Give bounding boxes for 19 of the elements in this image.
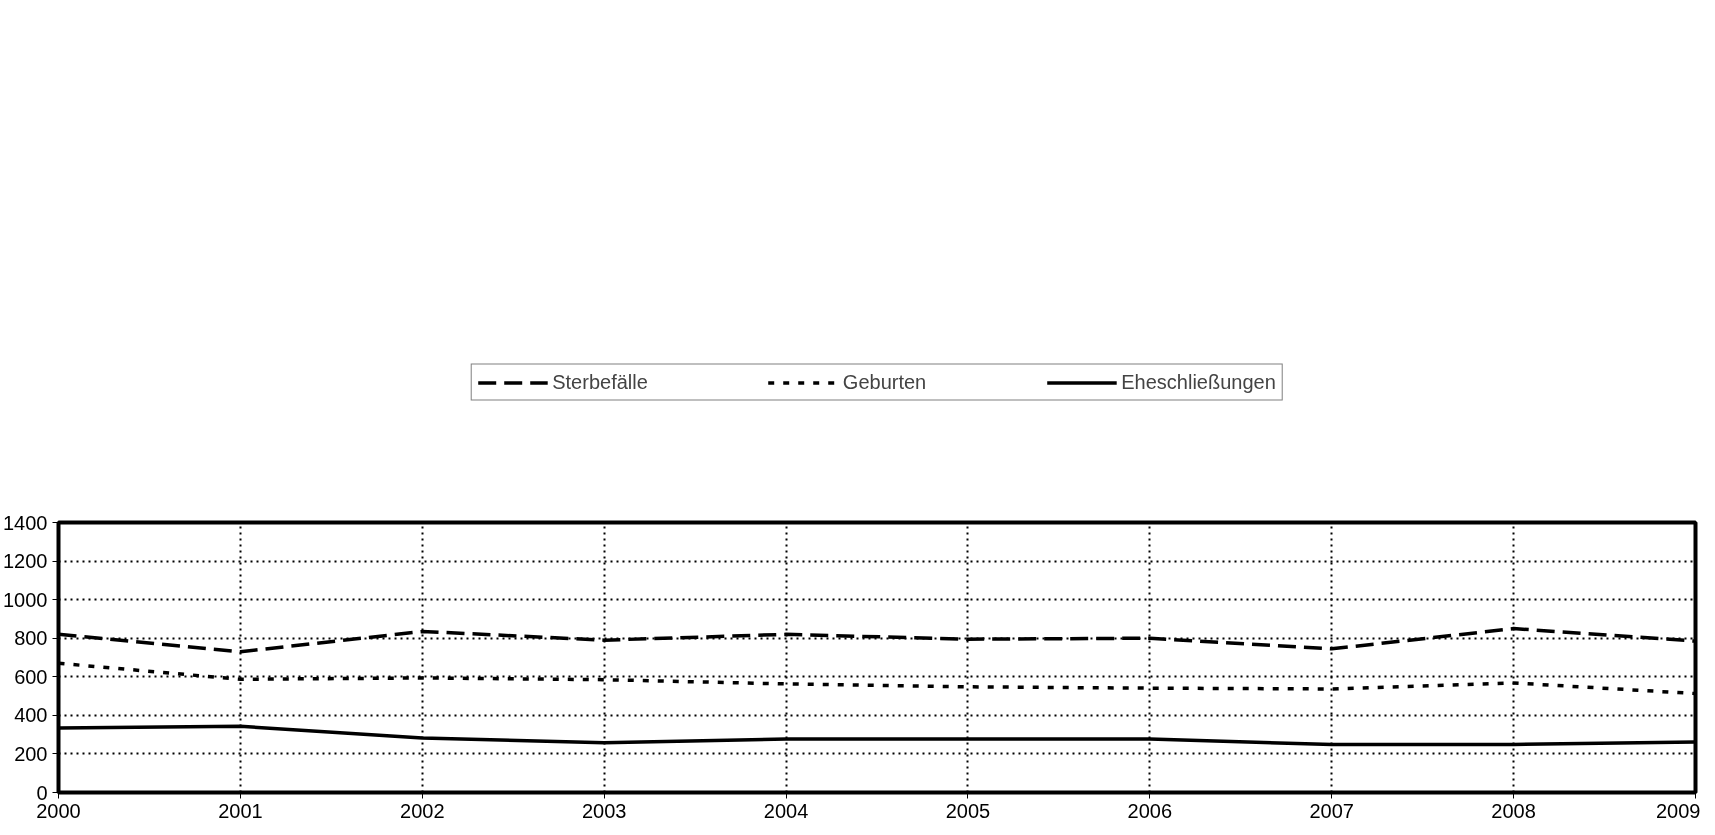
x-tick-label: 2002 [400,799,445,822]
x-tick-label: 2009 [1656,799,1701,822]
legend-label: Sterbefälle [552,370,648,394]
x-tick-label: 2001 [218,799,263,822]
y-tick-label: 400 [14,704,48,727]
x-tick-label: 2008 [1491,799,1536,822]
legend-label: Geburten [842,370,927,394]
x-tick-label: 2004 [763,799,809,822]
y-tick-label: 200 [14,742,48,765]
y-tick-label: 800 [14,627,48,650]
x-tick-label: 2005 [945,799,991,822]
x-tick-label: 2003 [581,799,627,822]
x-tick-label: 2006 [1127,799,1173,822]
y-tick-label: 600 [14,665,48,688]
y-tick-label: 1000 [3,588,48,611]
x-tick-label: 2007 [1309,799,1354,822]
y-tick-label: 1200 [3,550,48,573]
y-tick-label: 1400 [3,511,48,534]
legend-label: Eheschließungen [1121,370,1276,394]
